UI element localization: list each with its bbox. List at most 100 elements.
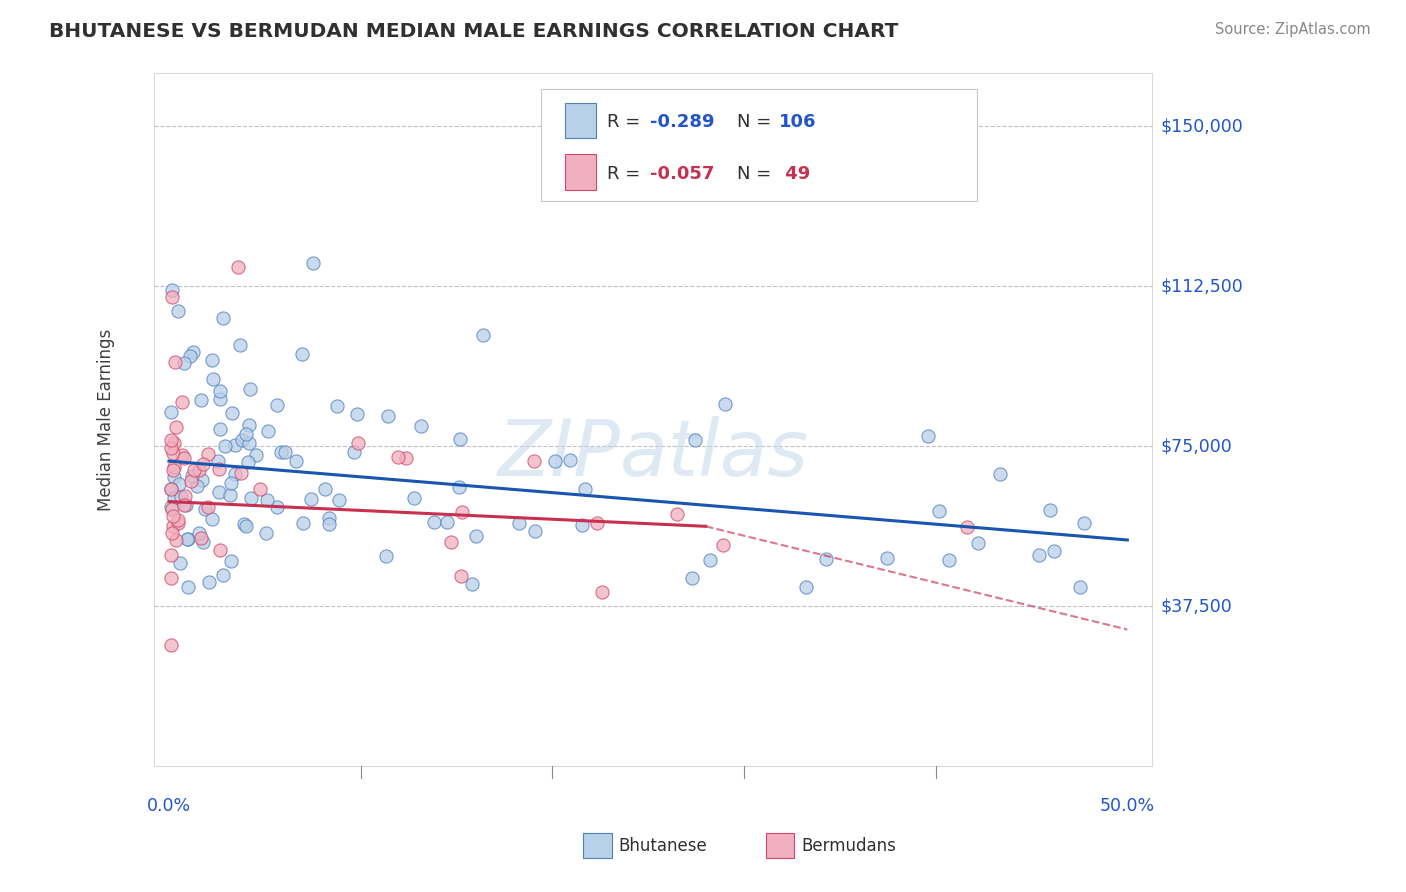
Text: Bermudans: Bermudans [801, 837, 896, 855]
Point [299, 491, 322, 506]
Point [180, 474, 202, 488]
Point [201, 512, 224, 526]
Point [523, 524, 546, 538]
Point [249, 482, 271, 496]
Point [219, 475, 242, 490]
Point [170, 491, 193, 505]
Point [266, 500, 288, 515]
Text: $112,500: $112,500 [1160, 277, 1243, 295]
Point [411, 419, 433, 434]
Point [160, 500, 183, 515]
Point [208, 392, 231, 406]
Point [375, 549, 398, 563]
Point [404, 491, 426, 505]
Text: ZIPatlas: ZIPatlas [498, 417, 808, 492]
Point [245, 448, 267, 462]
Point [224, 467, 246, 482]
Point [207, 454, 229, 468]
Point [966, 536, 988, 550]
Point [238, 418, 260, 433]
Point [450, 568, 472, 582]
Point [160, 433, 183, 447]
Point [165, 533, 187, 548]
Point [208, 422, 231, 436]
Point [208, 485, 231, 500]
Point [465, 529, 488, 543]
Point [270, 444, 292, 458]
Point [198, 575, 221, 590]
Point [291, 516, 314, 530]
Point [713, 397, 735, 411]
Point [228, 260, 250, 274]
Point [197, 500, 219, 514]
Point [228, 337, 250, 351]
Point [160, 482, 183, 496]
Point [167, 477, 190, 491]
Point [160, 442, 183, 456]
Text: BHUTANESE VS BERMUDAN MEDIAN MALE EARNINGS CORRELATION CHART: BHUTANESE VS BERMUDAN MEDIAN MALE EARNIN… [49, 22, 898, 41]
Point [163, 491, 186, 505]
Point [163, 470, 186, 484]
Text: Median Male Earnings: Median Male Earnings [97, 328, 115, 510]
Point [256, 424, 278, 438]
Point [256, 493, 278, 508]
Point [188, 525, 211, 540]
Point [174, 498, 197, 512]
Point [523, 454, 546, 468]
Point [387, 450, 409, 465]
Text: R =: R = [607, 113, 647, 131]
Point [167, 304, 190, 318]
Point [586, 516, 609, 530]
Point [212, 311, 235, 326]
Point [917, 429, 939, 443]
Point [194, 501, 217, 516]
Point [197, 446, 219, 460]
Point [160, 501, 183, 516]
Point [449, 432, 471, 446]
Point [440, 535, 463, 549]
Text: -0.057: -0.057 [650, 165, 714, 183]
Point [1069, 580, 1091, 594]
Text: 49: 49 [779, 165, 810, 183]
Point [508, 516, 530, 530]
Point [451, 504, 474, 518]
Point [183, 463, 205, 477]
Point [163, 354, 186, 368]
Point [318, 516, 340, 531]
Point [235, 519, 257, 533]
Text: Source: ZipAtlas.com: Source: ZipAtlas.com [1215, 22, 1371, 37]
Point [988, 467, 1011, 481]
Point [190, 392, 212, 407]
Point [160, 571, 183, 585]
Point [201, 353, 224, 368]
Point [235, 426, 257, 441]
Point [187, 463, 209, 477]
Point [173, 450, 195, 465]
Point [681, 571, 703, 585]
Text: Bhutanese: Bhutanese [619, 837, 707, 855]
Point [173, 356, 195, 370]
Text: 0.0%: 0.0% [146, 797, 191, 814]
Point [346, 408, 368, 422]
Point [471, 327, 494, 342]
Point [938, 553, 960, 567]
Point [167, 513, 190, 527]
Point [318, 511, 340, 525]
Point [173, 499, 195, 513]
Point [302, 256, 325, 270]
Point [1039, 503, 1062, 517]
Point [162, 508, 184, 523]
Point [1043, 543, 1066, 558]
Point [209, 542, 232, 557]
Text: N =: N = [737, 165, 776, 183]
Point [273, 445, 295, 459]
Point [160, 638, 183, 652]
Point [170, 448, 193, 462]
Point [176, 532, 198, 546]
Point [169, 556, 191, 570]
Point [436, 516, 458, 530]
Point [162, 518, 184, 533]
Point [193, 534, 215, 549]
Text: $150,000: $150,000 [1160, 117, 1243, 136]
Point [343, 445, 366, 459]
